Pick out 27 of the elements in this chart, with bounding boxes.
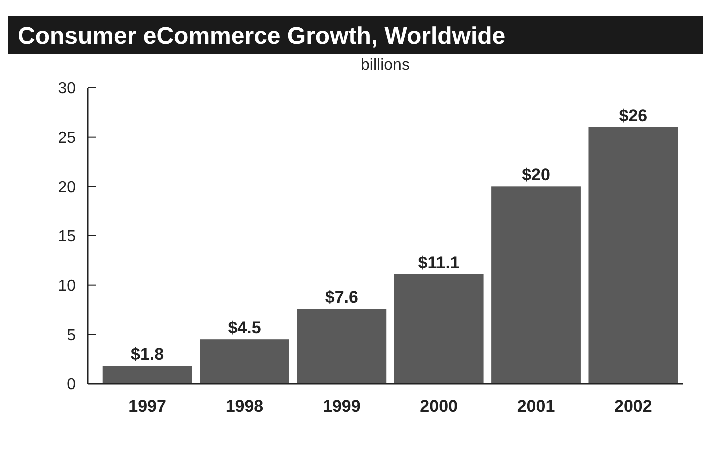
data-label: $11.1 (418, 253, 460, 272)
y-axis-title: billions (361, 57, 410, 74)
bar (588, 127, 678, 384)
x-tick-label: 2001 (517, 397, 556, 416)
bar (200, 340, 290, 384)
x-tick-label: 2000 (420, 397, 458, 416)
data-label: $26 (619, 106, 648, 126)
data-label: $1.8 (131, 345, 164, 364)
x-tick-label: 2002 (614, 397, 652, 416)
y-tick-label: 20 (58, 179, 76, 196)
y-tick-label: 15 (58, 228, 76, 246)
data-label: $20 (522, 166, 550, 185)
chart-title: Consumer eCommerce Growth, Worldwide (18, 23, 506, 50)
y-tick-label: 5 (67, 327, 76, 344)
bar (492, 186, 581, 384)
x-tick-label: 1997 (128, 397, 166, 416)
x-tick-label: 1999 (323, 397, 361, 416)
x-tick-label: 1998 (226, 397, 264, 416)
data-label: $7.6 (325, 288, 358, 308)
data-label: $4.5 (228, 318, 262, 338)
bar (102, 366, 192, 384)
y-tick-label: 0 (67, 376, 76, 394)
y-tick-label: 10 (58, 278, 76, 295)
y-tick-label: 25 (58, 130, 76, 147)
bar (394, 274, 484, 384)
bar (297, 309, 387, 384)
y-tick-label: 30 (58, 80, 76, 98)
